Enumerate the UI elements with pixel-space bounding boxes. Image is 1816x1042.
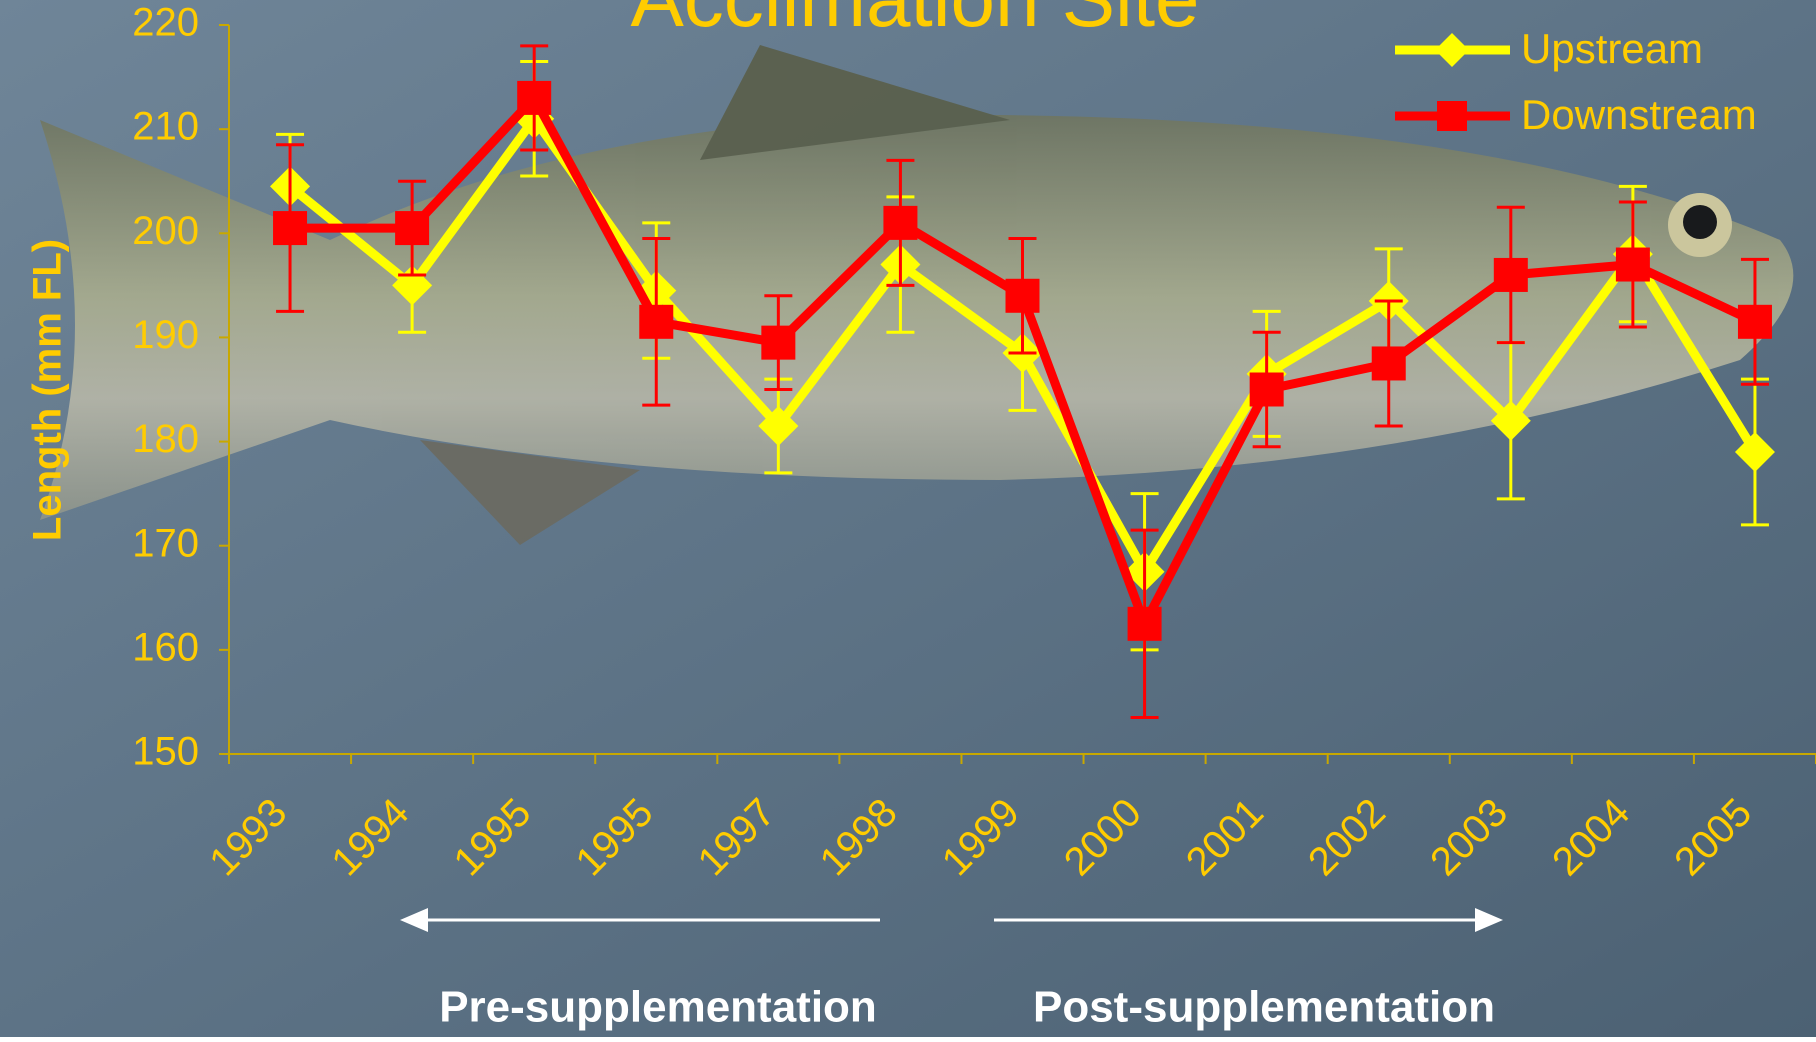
marker [1738, 305, 1772, 339]
y-tick-label: 210 [132, 105, 199, 149]
y-tick-label: 180 [132, 417, 199, 461]
marker [1494, 258, 1528, 292]
marker [883, 206, 917, 240]
y-tick-label: 170 [132, 521, 199, 565]
marker [1372, 346, 1406, 380]
y-tick-label: 220 [132, 1, 199, 45]
marker [761, 326, 795, 360]
marker [1616, 248, 1650, 282]
chart: Acclimation Site Length (mm FL) Pre-supp… [0, 0, 1816, 1037]
legend-label: Downstream [1521, 91, 1757, 138]
y-tick-label: 200 [132, 209, 199, 253]
y-tick-label: 150 [132, 730, 199, 774]
y-tick-label: 160 [132, 625, 199, 669]
legend-marker [1437, 101, 1467, 131]
marker [517, 81, 551, 115]
marker [1128, 607, 1162, 641]
marker [273, 211, 307, 245]
marker [639, 305, 673, 339]
y-tick-label: 190 [132, 313, 199, 357]
chart-title: Acclimation Site [630, 0, 1199, 43]
page: Acclimation Site Length (mm FL) Pre-supp… [0, 0, 1816, 1037]
annotation: Post-supplementation [1033, 983, 1495, 1032]
marker [1006, 279, 1040, 313]
annotation: Pre-supplementation [439, 983, 877, 1032]
marker [395, 211, 429, 245]
y-axis-label: Length (mm FL) [26, 239, 70, 541]
legend-label: Upstream [1521, 25, 1703, 72]
marker [1250, 373, 1284, 407]
